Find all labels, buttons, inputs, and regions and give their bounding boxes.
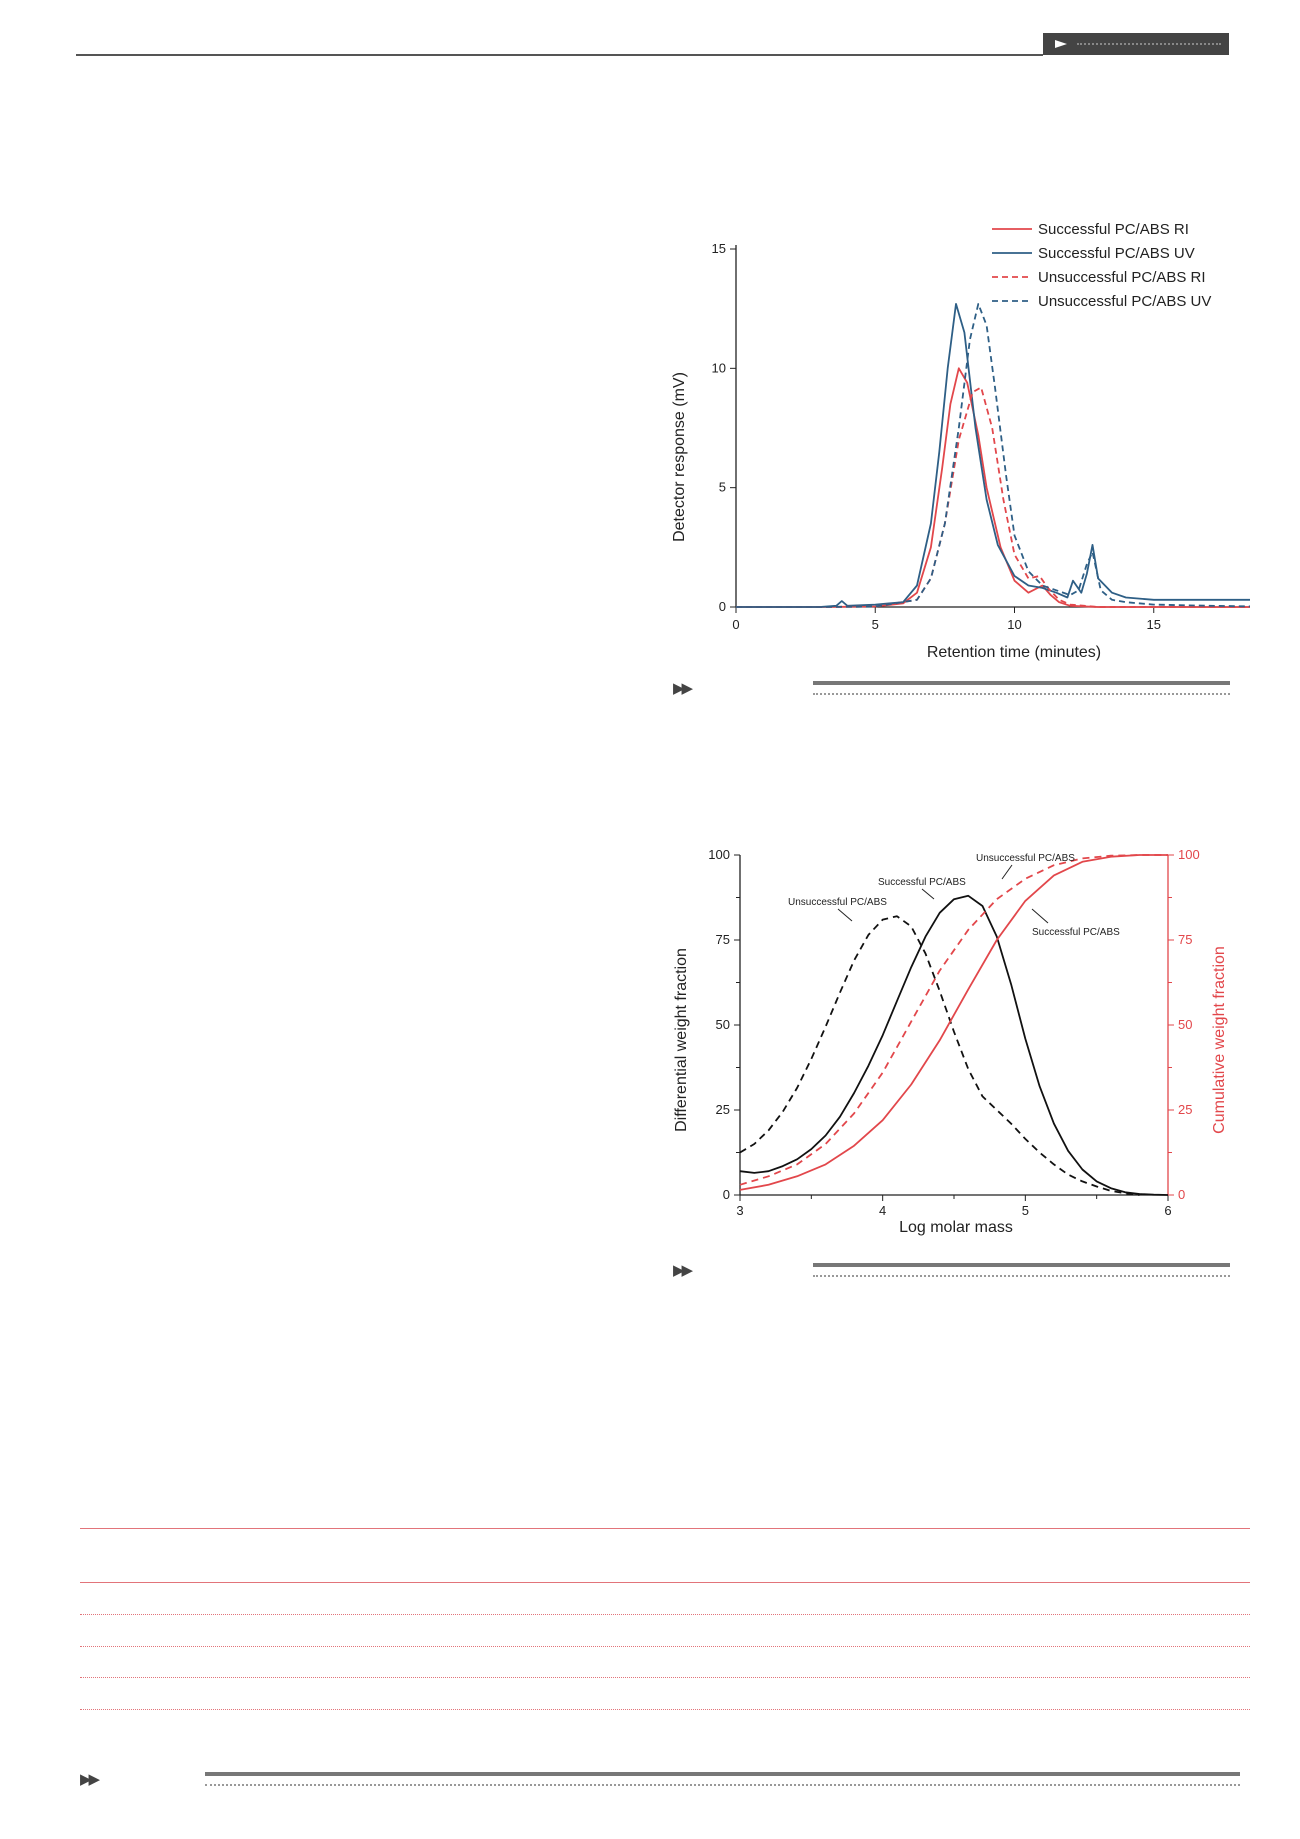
y-tick-label: 0 (719, 599, 726, 614)
y-tick-label-left: 100 (708, 847, 730, 862)
caption-chevron-icon: ▶▶ (80, 1770, 100, 1788)
caption-dotted-rule (813, 693, 1230, 695)
table-row-rule (80, 1677, 1250, 1678)
y-tick-label-left: 0 (723, 1187, 730, 1202)
chart-legend: Successful PC/ABS RI Successful PC/ABS UV… (992, 221, 1211, 310)
caption-rule (813, 1263, 1230, 1267)
series-line-2 (736, 303, 1250, 608)
y-axis-label-right: Cumulative weight fraction (1211, 946, 1228, 1134)
x-tick-label: 6 (1164, 1203, 1171, 1218)
series-line-3 (736, 386, 1250, 608)
x-tick-label: 5 (872, 617, 879, 632)
x-tick-label: 3 (736, 1203, 743, 1218)
y-tick-label-right: 0 (1178, 1187, 1185, 1202)
series-line-2 (739, 915, 1140, 1196)
x-tick-label: 0 (732, 617, 739, 632)
annotation-arrow (1001, 864, 1013, 880)
caption-rule (205, 1772, 1240, 1776)
annotation-label: Successful PC/ABS (878, 877, 966, 888)
y-axis-label: Detector response (mV) (671, 372, 688, 542)
chart-retention-time: 05101520051015 Successful PC/ABS RISucce… (671, 221, 1250, 661)
x-tick-label: 4 (879, 1203, 886, 1218)
y-tick-label-left: 75 (716, 932, 730, 947)
caption-rule (813, 681, 1230, 685)
y-tick-label: 15 (712, 241, 726, 256)
figure1-caption-bar (813, 681, 1230, 697)
x-axis-label: Log molar mass (899, 1219, 1013, 1236)
header-rule (76, 54, 1043, 56)
table-row-rule (80, 1709, 1250, 1710)
legend-label: Successful PC/ABS RI (1038, 221, 1189, 238)
x-tick-label: 15 (1147, 617, 1161, 632)
header-section-tab (1043, 33, 1229, 55)
legend-label: Unsuccessful PC/ABS UV (1038, 293, 1211, 310)
series-line-4 (736, 303, 1250, 608)
y-tick-label-right: 75 (1178, 932, 1192, 947)
table-row-rule (80, 1646, 1250, 1647)
annotation-arrow (837, 908, 853, 922)
x-tick-label: 5 (1022, 1203, 1029, 1218)
x-axis-label: Retention time (minutes) (927, 644, 1101, 661)
series-line-3 (739, 854, 1168, 1191)
y-tick-label-right: 50 (1178, 1017, 1192, 1032)
caption-dotted-rule (205, 1784, 1240, 1786)
annotation-label: Unsuccessful PC/ABS (976, 853, 1075, 864)
series-line-1 (736, 367, 1250, 608)
table-header-rule (80, 1582, 1250, 1583)
series-line-1 (739, 894, 1169, 1196)
series-line-4 (739, 854, 1168, 1186)
header-tab-dots (1077, 43, 1221, 45)
y-tick-label-left: 25 (716, 1102, 730, 1117)
table-caption-bar (205, 1772, 1240, 1788)
table-row-rule (80, 1614, 1250, 1615)
caption-chevron-icon: ▶▶ (673, 679, 693, 697)
annotation-arrow (921, 888, 935, 900)
annotation-label: Successful PC/ABS (1032, 927, 1120, 938)
x-tick-label: 10 (1007, 617, 1021, 632)
figure2-caption-bar (813, 1263, 1230, 1279)
annotation-arrow (1031, 908, 1049, 924)
y-tick-label-right: 25 (1178, 1102, 1192, 1117)
caption-chevron-icon: ▶▶ (673, 1261, 693, 1279)
y-tick-label-right: 100 (1178, 847, 1200, 862)
annotation-label: Unsuccessful PC/ABS (788, 897, 887, 908)
y-tick-label: 10 (712, 360, 726, 375)
legend-label: Unsuccessful PC/ABS RI (1038, 269, 1206, 286)
y-axis-label-left: Differential weight fraction (673, 948, 690, 1132)
y-tick-label-left: 50 (716, 1017, 730, 1032)
table-top-rule (80, 1528, 1250, 1529)
caption-dotted-rule (813, 1275, 1230, 1277)
y-tick-label: 5 (719, 480, 726, 495)
legend-label: Successful PC/ABS UV (1038, 245, 1195, 262)
arrow-icon (1055, 40, 1067, 48)
